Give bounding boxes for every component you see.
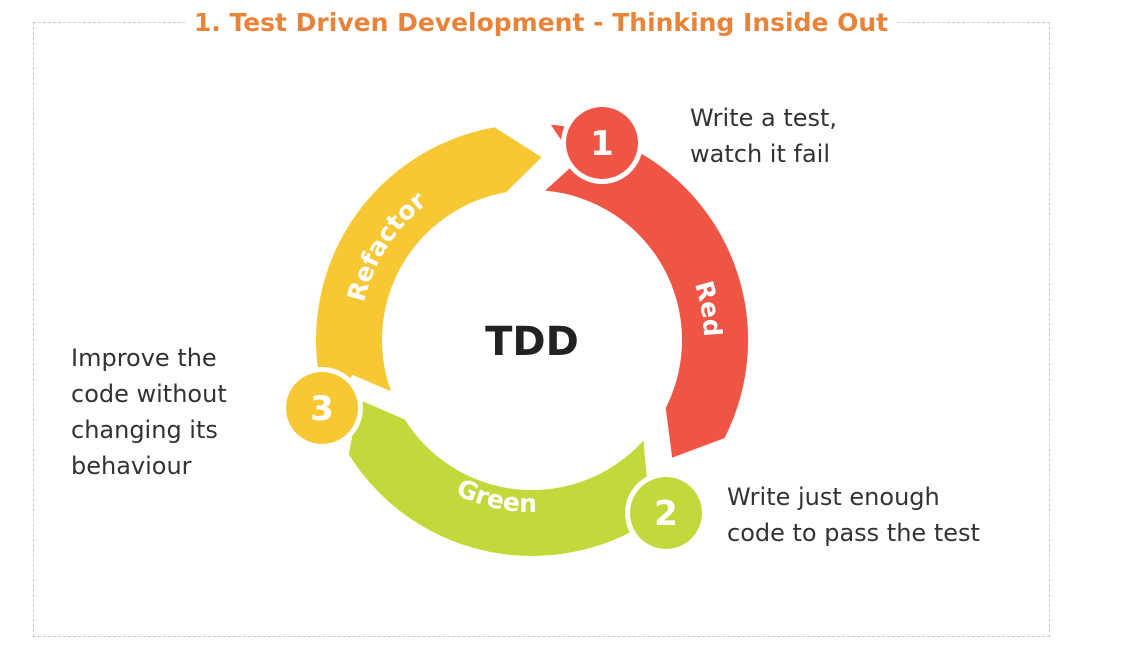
center-label: TDD <box>485 319 579 365</box>
step-1-number: 1 <box>590 124 614 164</box>
step-2-badge: 2 <box>625 472 707 554</box>
page-title: 1. Test Driven Development - Thinking In… <box>185 4 897 42</box>
step-1-badge: 1 <box>561 102 643 184</box>
step-3-badge: 3 <box>281 367 363 449</box>
step-1-description: Write a test, watch it fail <box>690 104 838 168</box>
refactor-segment <box>315 127 542 414</box>
step-2-description: Write just enough code to pass the test <box>727 483 980 547</box>
step-3-number: 3 <box>310 389 334 429</box>
green-segment <box>348 399 693 556</box>
step-2-number: 2 <box>654 494 678 534</box>
step-3-description: Improve the code without changing its be… <box>71 344 227 480</box>
red-segment <box>545 124 749 458</box>
